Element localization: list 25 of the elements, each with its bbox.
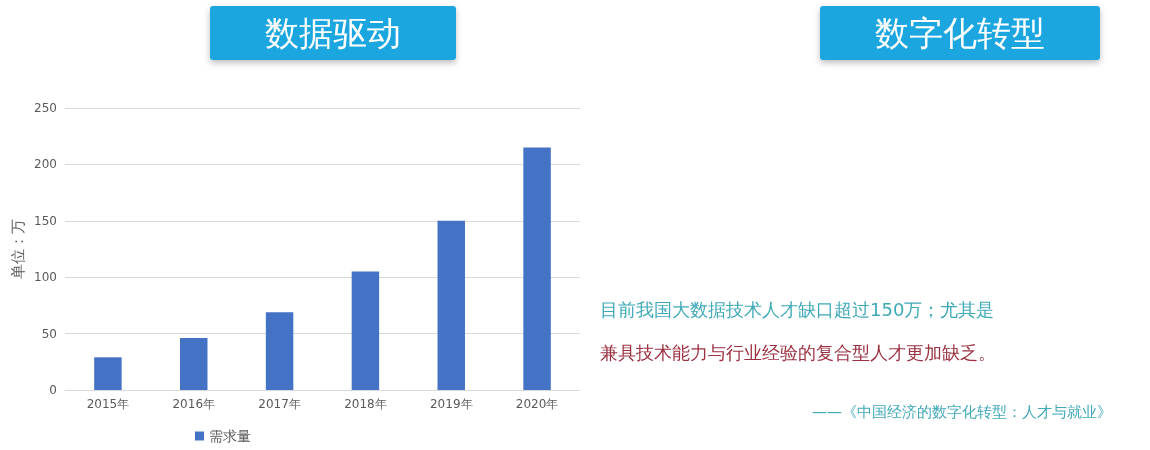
legend-label: 需求量: [209, 428, 251, 444]
bar: [437, 220, 465, 390]
y-tick-label: 0: [49, 383, 57, 397]
bar: [523, 147, 551, 390]
y-tick-label: 250: [34, 101, 57, 115]
x-tick-label: 2016年: [172, 397, 216, 411]
chart-title: 数据驱动: [265, 13, 401, 53]
x-tick-label: 2015年: [86, 397, 130, 411]
bar: [351, 271, 380, 390]
bar: [94, 357, 122, 390]
y-tick-label: 50: [41, 326, 57, 341]
text: 数字化转型: [875, 13, 1045, 53]
text: 兼具技术能力与行业经验的复合型人才更加缺乏。: [600, 341, 996, 363]
bar: [180, 338, 208, 390]
x-tick-label: 2019年: [429, 397, 473, 411]
y-axis-title: 单位：万: [8, 219, 27, 279]
x-tick-label: 2020年: [515, 397, 559, 411]
bar: [265, 312, 294, 390]
y-tick-label: 200: [34, 157, 57, 172]
text: 目前我国大数据技术人才缺口超过150万；尤其是: [600, 298, 995, 320]
text: ——《中国经济的数字化转型：人才与就业》: [812, 402, 1112, 421]
x-tick-label: 2018年: [344, 397, 387, 411]
x-tick-label: 2017年: [258, 397, 301, 411]
y-tick-label: 100: [34, 270, 57, 285]
y-tick-label: 150: [34, 213, 57, 228]
